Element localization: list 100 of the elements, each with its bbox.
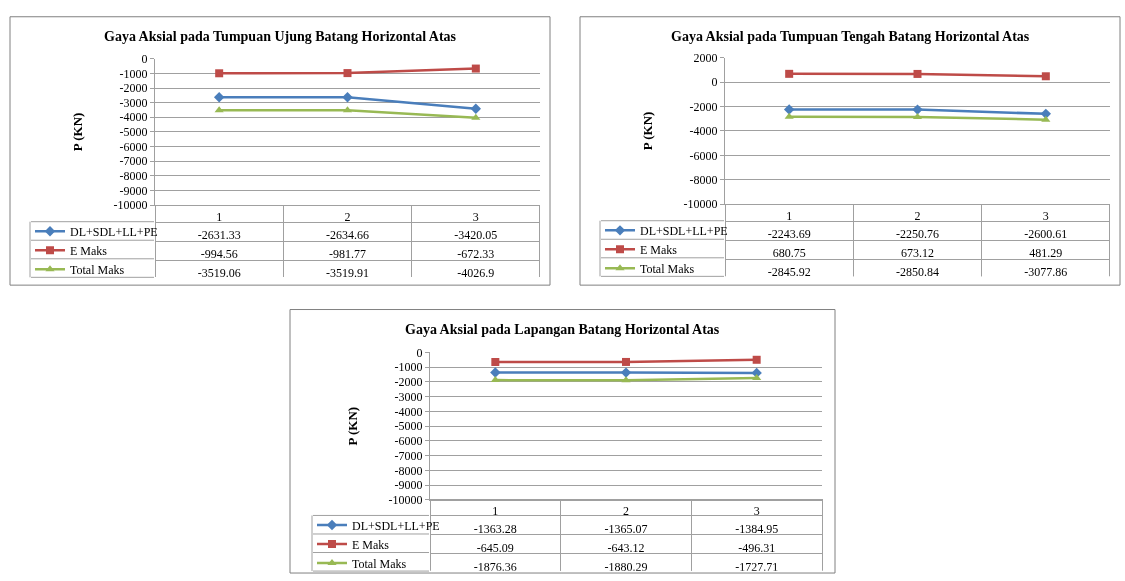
y-tick-label: -4000 (119, 110, 148, 125)
y-tick-label: -9000 (119, 183, 148, 198)
legend-label: E Maks (70, 244, 108, 258)
y-tick-label: -5000 (119, 125, 148, 140)
data-label: -1880.29 (604, 559, 648, 574)
point (215, 69, 224, 78)
legend-label: DL+SDL+LL+PE (352, 518, 440, 533)
x-tick-label: 3 (753, 504, 760, 519)
y-tick-label: -2000 (119, 81, 148, 96)
y-tick-label: 0 (711, 75, 718, 90)
x-tick-label: 1 (216, 209, 223, 224)
point (1041, 72, 1050, 81)
y-tick-label: -1000 (394, 360, 423, 375)
y-tick-label: -6000 (394, 434, 423, 449)
y-tick-label: -8000 (689, 172, 718, 187)
data-label: -2845.92 (767, 265, 811, 280)
y-tick-label: -7000 (394, 448, 423, 463)
data-label: -994.56 (200, 247, 238, 262)
data-label: -2631.33 (197, 228, 241, 243)
legend-label: E Maks (352, 537, 390, 552)
data-label: -1363.28 (473, 521, 517, 536)
point (622, 357, 630, 366)
y-axis-title: P (KN) (639, 111, 655, 151)
chart-title: Gaya Aksial pada Lapangan Batang Horizontal Atas (405, 322, 720, 337)
point (491, 357, 500, 366)
y-tick-label: 2000 (693, 50, 718, 65)
data-label: -3519.06 (197, 266, 241, 281)
y-tick-label: -10000 (388, 493, 423, 508)
data-label: -2850.84 (896, 265, 939, 280)
y-tick-label: 0 (141, 51, 148, 66)
x-tick-label: 3 (1042, 208, 1049, 223)
point (620, 367, 632, 378)
y-tick-label: -9000 (394, 478, 423, 493)
y-tick-label: -4000 (394, 404, 423, 419)
x-tick-label: 3 (472, 209, 479, 224)
data-label: -3519.91 (326, 266, 369, 281)
y-tick-label: -5000 (394, 419, 423, 434)
point (783, 104, 795, 115)
point (490, 376, 500, 383)
point (912, 104, 923, 115)
data-label: -1727.71 (735, 559, 779, 574)
point (470, 103, 482, 114)
x-tick-label: 2 (344, 209, 351, 224)
data-label: -645.09 (476, 540, 514, 555)
data-label: -643.12 (607, 540, 645, 555)
data-label: -672.33 (457, 247, 495, 262)
y-tick-label: -10000 (683, 197, 718, 212)
data-label: 673.12 (901, 246, 934, 261)
point (913, 69, 922, 78)
point (752, 373, 762, 380)
point (213, 92, 225, 103)
data-label: -3420.05 (454, 228, 498, 243)
y-tick-label: -3000 (119, 95, 148, 110)
point (471, 64, 480, 73)
y-tick-label: -2000 (394, 375, 423, 390)
point (784, 112, 794, 119)
y-tick-label: -6000 (689, 148, 718, 163)
x-tick-label: 1 (492, 504, 499, 519)
point (785, 69, 794, 78)
x-tick-label: 2 (914, 208, 921, 223)
data-label: -1384.95 (735, 521, 779, 536)
data-label: -4026.9 (457, 266, 495, 281)
x-tick-label: 1 (786, 208, 793, 223)
y-tick-label: 0 (416, 345, 423, 360)
y-tick-label: -10000 (113, 198, 148, 213)
legend-label: DL+SDL+LL+PE (640, 224, 728, 239)
y-tick-label: -2000 (689, 99, 718, 114)
data-label: -2600.61 (1024, 227, 1068, 242)
y-tick-label: -8000 (394, 463, 423, 478)
y-tick-label: -1000 (119, 66, 148, 81)
data-label: -1876.36 (473, 559, 517, 574)
point (1041, 115, 1051, 122)
point (342, 92, 353, 103)
data-label: -2634.66 (326, 228, 369, 243)
y-axis-title: P (KN) (69, 112, 85, 152)
legend-label: Total Maks (640, 262, 695, 277)
y-tick-label: -4000 (689, 124, 718, 139)
point (471, 113, 481, 120)
y-tick-label: -7000 (119, 154, 148, 169)
legend-label: Total Maks (352, 556, 407, 571)
chart-title: Gaya Aksial pada Tumpuan Ujung Batang Horizontal Atas (104, 29, 457, 44)
point (343, 69, 352, 78)
data-label: 481.29 (1029, 246, 1063, 261)
legend-label: Total Maks (70, 263, 125, 277)
data-label: -981.77 (329, 247, 366, 262)
point (490, 367, 501, 378)
data-label: -2250.76 (896, 227, 939, 242)
x-tick-label: 2 (623, 504, 629, 519)
data-label: -496.31 (738, 540, 776, 555)
point (752, 355, 761, 364)
data-label: -3077.86 (1024, 265, 1068, 280)
chart-title: Gaya Aksial pada Tumpuan Tengah Batang Horizontal Atas (671, 29, 1030, 44)
y-tick-label: -8000 (119, 169, 148, 184)
y-axis-title: P (KN) (344, 406, 360, 446)
data-label: 680.75 (772, 246, 806, 261)
y-tick-label: -3000 (394, 389, 423, 404)
y-tick-label: -6000 (119, 139, 148, 154)
data-label: -2243.69 (767, 227, 811, 242)
legend-label: E Maks (640, 243, 678, 258)
point (621, 376, 631, 383)
